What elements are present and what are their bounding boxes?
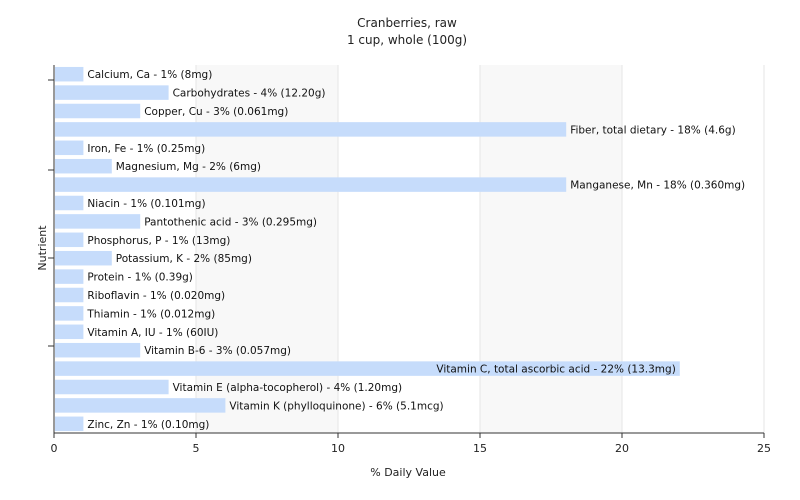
bar	[55, 269, 84, 284]
bar-label: Iron, Fe - 1% (0.25mg)	[87, 143, 205, 155]
x-tick-label: 5	[193, 442, 200, 455]
bar-label: Vitamin B-6 - 3% (0.057mg)	[144, 345, 291, 357]
bar	[55, 287, 84, 303]
bar	[55, 416, 84, 432]
axes: 0 5 10 15 20 25	[48, 65, 771, 455]
y-axis-label: Nutrient	[36, 225, 49, 271]
x-tick-label: 25	[757, 442, 771, 455]
bar-label: Magnesium, Mg - 2% (6mg)	[116, 161, 261, 173]
bar-label: Niacin - 1% (0.101mg)	[87, 198, 205, 210]
grid-lines	[195, 65, 765, 433]
bar-label: Fiber, total dietary - 18% (4.6g)	[570, 124, 735, 136]
chart-title: Cranberries, raw	[357, 16, 457, 30]
bar-label: Thiamin - 1% (0.012mg)	[86, 308, 215, 320]
bar	[55, 342, 141, 358]
bar-series	[55, 66, 680, 432]
bar-label: Copper, Cu - 3% (0.061mg)	[144, 106, 288, 118]
bar-label: Protein - 1% (0.39g)	[87, 272, 193, 284]
bar-label: Zinc, Zn - 1% (0.10mg)	[87, 419, 209, 431]
bar	[55, 324, 84, 340]
bar-label: Potassium, K - 2% (85mg)	[116, 253, 252, 265]
bar-label: Calcium, Ca - 1% (8mg)	[87, 69, 212, 81]
bar-label: Vitamin K (phylloquinone) - 6% (5.1mcg)	[229, 400, 443, 412]
x-tick-label: 20	[615, 442, 629, 455]
bar	[55, 361, 680, 376]
bar-label: Vitamin A, IU - 1% (60IU)	[87, 327, 218, 339]
bar-label: Manganese, Mn - 18% (0.360mg)	[570, 180, 745, 192]
bar-label: Phosphorus, P - 1% (13mg)	[87, 235, 230, 247]
bar	[55, 66, 84, 82]
bar	[55, 158, 112, 174]
x-tick-label: 10	[331, 442, 345, 455]
chart-subtitle: 1 cup, whole (100g)	[347, 33, 467, 47]
bar	[55, 85, 169, 100]
bar	[55, 195, 84, 211]
bar	[55, 103, 141, 119]
grid-band	[480, 65, 622, 433]
x-axis-label: % Daily Value	[370, 466, 446, 479]
bar	[55, 177, 567, 192]
bar	[55, 140, 84, 156]
bar	[55, 214, 141, 229]
bar	[55, 379, 169, 395]
bar-label: Vitamin C, total ascorbic acid - 22% (13…	[436, 364, 675, 376]
bar-label: Pantothenic acid - 3% (0.295mg)	[144, 216, 317, 228]
bar-label: Riboflavin - 1% (0.020mg)	[87, 290, 225, 302]
bar	[55, 250, 112, 266]
grid-band	[196, 65, 338, 433]
bar-label: Vitamin E (alpha-tocopherol) - 4% (1.20m…	[173, 382, 403, 394]
bar	[55, 232, 84, 248]
bar-label: Carbohydrates - 4% (12.20g)	[173, 88, 326, 100]
bar	[55, 122, 567, 137]
x-tick-label: 15	[473, 442, 487, 455]
bar	[55, 306, 84, 321]
x-tick-label: 0	[51, 442, 58, 455]
bar-labels: Calcium, Ca - 1% (8mg) Carbohydrates - 4%…	[86, 69, 745, 431]
bar	[55, 398, 226, 413]
